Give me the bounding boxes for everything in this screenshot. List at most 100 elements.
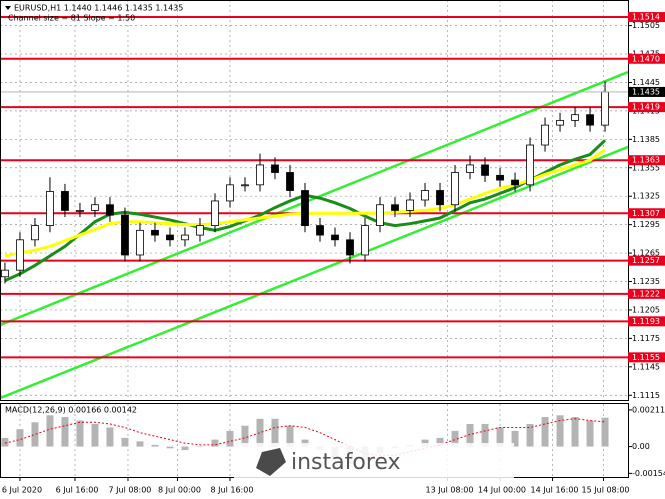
current-price-label: 1.1435	[632, 87, 660, 96]
macd-bar	[1, 437, 9, 447]
candle-body	[496, 174, 504, 181]
macd-bar	[466, 423, 474, 447]
level-label-box	[628, 255, 665, 266]
macd-bar	[76, 420, 84, 447]
candle-body	[301, 190, 309, 226]
level-label-box	[628, 352, 665, 363]
y-tick-label: 1.1295	[632, 220, 660, 229]
macd-bar	[556, 415, 564, 447]
macd-bar	[106, 427, 114, 447]
candle-body	[121, 214, 129, 256]
candle-body	[316, 225, 324, 236]
x-tick-label: 6 Jul 2020	[2, 486, 42, 495]
candle-body	[571, 114, 579, 121]
macd-bar	[166, 446, 174, 449]
macd-bar	[436, 437, 444, 447]
candle-body	[541, 124, 549, 146]
candle-body	[526, 144, 534, 186]
chart-title: EURUSD,H1 1.1440 1.1446 1.1435 1.1435	[14, 4, 183, 13]
candle-body	[286, 172, 294, 191]
candle-body	[151, 229, 159, 236]
candle-body	[211, 200, 219, 226]
level-label: 1.1419	[632, 103, 660, 112]
y-tick-label: 1.1325	[632, 192, 660, 201]
macd-bar	[511, 430, 519, 447]
channel-line	[0, 145, 629, 400]
y-tick-label: 1.1265	[632, 249, 660, 258]
candle-body	[166, 234, 174, 241]
x-tick-label: 15 Jul 08:00	[582, 486, 630, 495]
level-label-box	[628, 155, 665, 166]
candle-body	[406, 199, 414, 211]
current-price-box	[628, 86, 665, 97]
candle-body	[91, 204, 99, 211]
macd-bar	[181, 446, 189, 451]
candle-body	[376, 204, 384, 226]
x-tick-label: 8 Jul 00:00	[158, 486, 201, 495]
candle-body	[196, 225, 204, 236]
macd-bar	[241, 425, 249, 447]
macd-bar	[586, 420, 594, 447]
watermark-logo	[256, 448, 286, 476]
macd-bar	[541, 417, 549, 447]
macd-bar	[226, 430, 234, 447]
candle-body	[451, 172, 459, 206]
candle-body	[16, 239, 24, 271]
x-tick-label: 14 Jul 16:00	[531, 486, 579, 495]
macd-bar	[451, 430, 459, 447]
level-label-box	[628, 288, 665, 299]
candle-body	[361, 225, 369, 256]
level-label: 1.1307	[632, 209, 660, 218]
candle-body	[436, 190, 444, 206]
level-label: 1.1155	[632, 353, 660, 362]
macd-signal	[4, 418, 606, 456]
macd-bar	[496, 427, 504, 447]
macd-bar	[286, 425, 294, 447]
candle-body	[181, 234, 189, 241]
candle-body	[586, 114, 594, 126]
candle-body	[136, 229, 144, 256]
candle-body	[511, 179, 519, 186]
candle-body	[106, 204, 114, 216]
macd-bar	[571, 417, 579, 447]
candle-body	[421, 190, 429, 201]
candle-body	[481, 164, 489, 176]
macd-y-tick-label: -0.00154	[632, 469, 665, 478]
level-label: 1.1363	[632, 156, 660, 165]
y-tick-label: 1.1385	[632, 135, 660, 144]
candle-body	[391, 204, 399, 211]
y-tick-label: 1.1145	[632, 362, 660, 371]
x-tick-label: 8 Jul 16:00	[211, 486, 254, 495]
candle-body	[226, 184, 234, 202]
level-label-box	[628, 208, 665, 219]
y-tick-label: 1.1115	[632, 391, 660, 400]
x-tick-label: 6 Jul 16:00	[56, 486, 99, 495]
candle-body	[241, 184, 249, 187]
candle-body	[271, 164, 279, 173]
level-label: 1.1470	[632, 54, 660, 63]
level-label: 1.1514	[632, 13, 660, 22]
y-tick-label: 1.1205	[632, 305, 660, 314]
level-label: 1.1257	[632, 256, 660, 265]
candle-body	[1, 269, 9, 278]
candle-body	[346, 239, 354, 256]
macd-bar	[136, 441, 144, 447]
watermark-text: instaforex	[291, 450, 401, 475]
candle-body	[466, 164, 474, 173]
candle-body	[331, 234, 339, 241]
level-label-box	[628, 316, 665, 327]
macd-y-tick-label: 0.00211	[632, 405, 665, 414]
candle-body	[61, 191, 69, 211]
plot-area	[0, 0, 629, 481]
macd-bar	[151, 444, 159, 447]
macd-bar	[31, 422, 39, 447]
candle-body	[46, 191, 54, 226]
y-tick-label: 1.1235	[632, 277, 660, 286]
macd-bar	[526, 423, 534, 447]
y-tick-label: 1.1355	[632, 163, 660, 172]
macd-bar	[61, 417, 69, 447]
macd-bar	[46, 415, 54, 447]
